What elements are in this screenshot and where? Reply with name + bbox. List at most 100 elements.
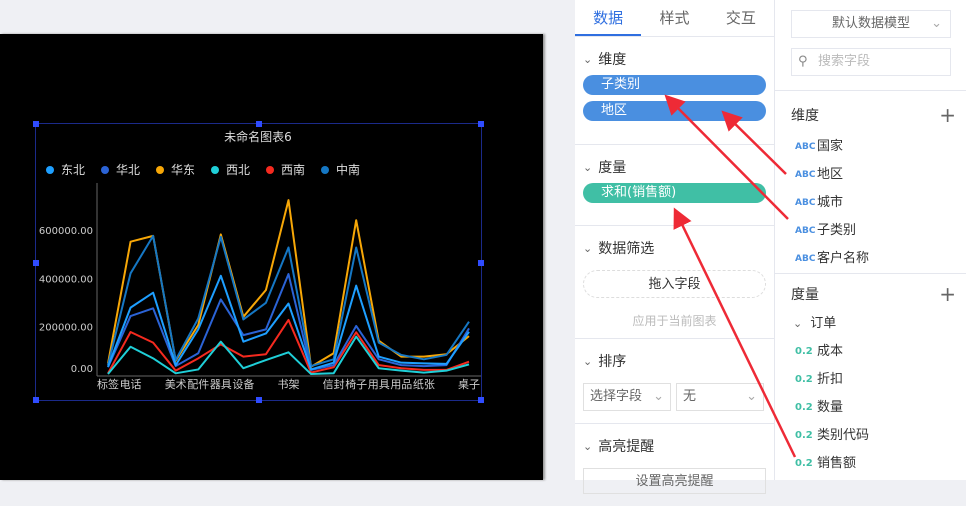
text-type-icon: ABC	[795, 198, 816, 208]
field-label: 客户名称	[817, 251, 870, 266]
x-tick-label: 设备	[232, 377, 254, 391]
sort-field-select[interactable]: 选择字段 ⌄	[583, 383, 671, 411]
number-type-icon: 0.2	[795, 402, 813, 413]
section-title: 度量	[598, 160, 627, 176]
chevron-down-icon[interactable]: ⌄	[583, 160, 593, 174]
chevron-down-icon[interactable]: ⌄	[583, 354, 593, 368]
field-label: 子类别	[817, 223, 857, 238]
add-icon[interactable]: +	[939, 282, 956, 306]
search-input[interactable]: ⚲ 搜索字段	[791, 48, 951, 76]
dimension-field[interactable]: ABC 客户名称	[775, 245, 966, 273]
chart-title: 未命名图表6	[224, 129, 292, 144]
select-value: 无	[683, 389, 697, 404]
measure-field[interactable]: 0.2 折扣	[775, 366, 966, 394]
x-tick-label: 书架	[278, 378, 300, 391]
resize-handle[interactable]	[33, 397, 39, 403]
text-type-icon: ABC	[795, 170, 816, 180]
legend-marker[interactable]	[266, 166, 274, 174]
dimension-pill[interactable]: 地区	[583, 101, 766, 121]
set-highlight-button[interactable]: 设置高亮提醒	[583, 468, 766, 494]
series-line-华北[interactable]	[107, 273, 470, 371]
text-type-icon: ABC	[795, 142, 816, 152]
tab-style[interactable]: 样式	[659, 9, 690, 27]
y-tick-label: 0.00	[71, 364, 93, 375]
legend-marker[interactable]	[211, 166, 219, 174]
filter-hint: 应用于当前图表	[632, 314, 717, 328]
x-tick-label: 器具	[210, 378, 232, 391]
chevron-down-icon: ⌄	[793, 317, 803, 330]
field-panel: 默认数据模型 ⌄ ⚲ 搜索字段 维度 + ABC 国家 ABC 地区 ABC 城市 ABC 子类别 A…	[775, 0, 966, 480]
field-label: 类别代码	[817, 428, 870, 443]
field-label: 城市	[817, 195, 844, 210]
search-icon: ⚲	[798, 54, 808, 69]
legend-label[interactable]: 华东	[171, 163, 195, 177]
series-line-西北[interactable]	[107, 335, 470, 376]
resize-handle[interactable]	[256, 397, 262, 403]
measure-field[interactable]: 0.2 销售额	[775, 450, 966, 478]
select-value: 默认数据模型	[831, 16, 910, 31]
tab-interaction[interactable]: 交互	[725, 9, 756, 27]
chevron-down-icon: ⌄	[653, 389, 664, 404]
dimension-pill[interactable]: 子类别	[583, 75, 766, 95]
series-line-中南[interactable]	[107, 234, 470, 368]
chevron-down-icon[interactable]: ⌄	[583, 241, 593, 255]
x-tick-label: 美术	[165, 378, 187, 391]
chart-selection-frame[interactable]	[33, 121, 484, 403]
chevron-down-icon[interactable]: ⌄	[583, 439, 593, 453]
dimension-field[interactable]: ABC 地区	[775, 161, 966, 189]
legend-marker[interactable]	[321, 166, 329, 174]
measure-field[interactable]: 0.2 成本	[775, 338, 966, 366]
field-label: 国家	[817, 139, 844, 154]
series-line-东北[interactable]	[107, 274, 470, 371]
dimension-field[interactable]: ABC 子类别	[775, 217, 966, 245]
data-model-select[interactable]: 默认数据模型 ⌄	[791, 10, 951, 38]
x-tick-label: 椅子	[345, 377, 367, 391]
dimension-field[interactable]: ABC 城市	[775, 189, 966, 217]
chevron-down-icon: ⌄	[931, 16, 942, 31]
x-tick-label: 纸张	[413, 378, 435, 391]
y-tick-label: 600000.00	[39, 226, 93, 237]
measure-pill[interactable]: 求和(销售额)	[583, 183, 766, 203]
x-tick-label: 用具	[368, 378, 390, 391]
section-title: 排序	[598, 354, 627, 370]
legend-label[interactable]: 西南	[281, 162, 305, 177]
measure-field[interactable]: 0.2 类别代码	[775, 422, 966, 450]
x-tick-label: 配件	[187, 378, 209, 391]
tab-data[interactable]: 数据	[575, 0, 642, 36]
group-label: 订单	[810, 316, 837, 331]
field-label: 地区	[817, 167, 844, 182]
dimension-field[interactable]: ABC 国家	[775, 133, 966, 161]
report-canvas	[0, 34, 543, 480]
resize-handle[interactable]	[478, 121, 484, 127]
field-group[interactable]: ⌄ 订单	[775, 310, 966, 338]
text-type-icon: ABC	[795, 226, 816, 236]
resize-handle[interactable]	[478, 397, 484, 403]
field-label: 销售额	[817, 456, 857, 471]
resize-handle[interactable]	[256, 121, 262, 127]
field-label: 成本	[817, 344, 844, 359]
resize-handle[interactable]	[33, 121, 39, 127]
legend-label[interactable]: 东北	[61, 163, 85, 177]
x-tick-label: 信封	[323, 377, 345, 391]
measure-field[interactable]: 0.2 数量	[775, 394, 966, 422]
legend-marker[interactable]	[156, 166, 164, 174]
section-title: 高亮提醒	[598, 439, 655, 455]
legend-marker[interactable]	[46, 166, 54, 174]
x-tick-label: 电话	[120, 378, 142, 391]
sort-order-select[interactable]: 无 ⌄	[676, 383, 764, 411]
legend-label[interactable]: 西北	[226, 163, 250, 177]
section-title: 数据筛选	[598, 241, 655, 257]
legend-label[interactable]: 中南	[336, 162, 360, 177]
y-tick-label: 200000.00	[39, 323, 93, 334]
legend-marker[interactable]	[101, 166, 109, 174]
add-icon[interactable]: +	[939, 103, 956, 127]
filter-drop-zone[interactable]: 拖入字段	[583, 270, 766, 298]
chevron-down-icon[interactable]: ⌄	[583, 52, 593, 66]
resize-handle[interactable]	[33, 260, 39, 266]
section-title: 度量	[791, 287, 819, 303]
field-label: 折扣	[817, 372, 844, 387]
line-chart: 未命名图表6 东北 华北 华东 西北 西南 中南 0.00 200000.00 400000.00…	[39, 129, 481, 391]
series-line-西南[interactable]	[107, 318, 470, 374]
resize-handle[interactable]	[478, 260, 484, 266]
legend-label[interactable]: 华北	[116, 163, 140, 177]
